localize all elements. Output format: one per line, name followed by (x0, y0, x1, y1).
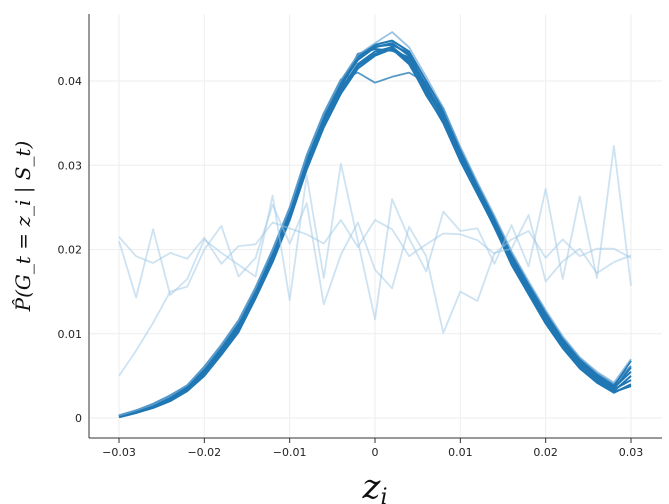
series-line (118, 45, 632, 419)
series-line (118, 144, 632, 321)
y-tick-label: 0.02 (58, 244, 83, 257)
x-tick-label: −0.02 (187, 446, 221, 459)
ticks: −0.03 −0.02 −0.01 0 0.01 0.02 0.03 0 0.01 0.02 0.0… (58, 75, 644, 459)
x-tick-label: 0 (372, 446, 379, 459)
y-tick-label: 0.04 (58, 75, 83, 88)
series-line (118, 48, 632, 418)
series-line (118, 219, 632, 265)
series-line (118, 202, 632, 377)
series-line (118, 31, 632, 417)
x-tick-label: 0.03 (619, 446, 644, 459)
y-tick-label: 0 (75, 412, 82, 425)
y-tick-label: 0.03 (58, 159, 83, 172)
x-axis-label: zi (362, 467, 388, 504)
x-tick-label: 0.01 (448, 446, 473, 459)
y-axis-label: P̂(G_t = z_i | S_t) (11, 141, 36, 313)
series-line (118, 43, 632, 418)
x-tick-label: −0.03 (102, 446, 136, 459)
x-tick-label: 0.02 (533, 446, 558, 459)
grid (89, 14, 662, 438)
x-tick-label: −0.01 (273, 446, 307, 459)
y-tick-label: 0.01 (58, 328, 83, 341)
series-group (118, 31, 632, 419)
